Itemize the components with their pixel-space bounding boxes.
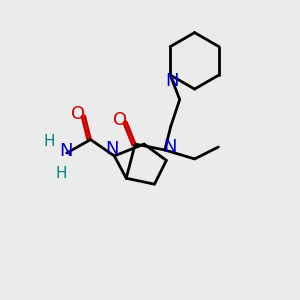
Text: O: O [112,111,127,129]
Text: N: N [105,140,119,158]
Text: H: H [55,166,67,181]
Text: O: O [71,105,85,123]
Text: N: N [164,138,177,156]
Text: N: N [59,142,73,160]
Text: N: N [165,73,178,91]
Text: H: H [43,134,55,148]
